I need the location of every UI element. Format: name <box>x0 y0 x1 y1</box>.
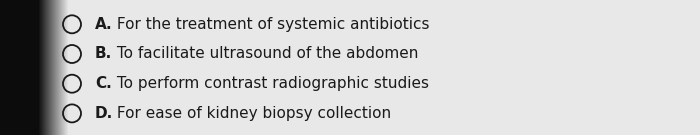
Text: C.: C. <box>95 76 112 91</box>
Text: To perform contrast radiographic studies: To perform contrast radiographic studies <box>112 76 429 91</box>
Text: To facilitate ultrasound of the abdomen: To facilitate ultrasound of the abdomen <box>112 46 419 62</box>
Text: A.: A. <box>95 17 113 32</box>
Text: For the treatment of systemic antibiotics: For the treatment of systemic antibiotic… <box>112 17 430 32</box>
Text: D.: D. <box>95 106 113 121</box>
Text: B.: B. <box>95 46 112 62</box>
Text: For ease of kidney biopsy collection: For ease of kidney biopsy collection <box>112 106 391 121</box>
